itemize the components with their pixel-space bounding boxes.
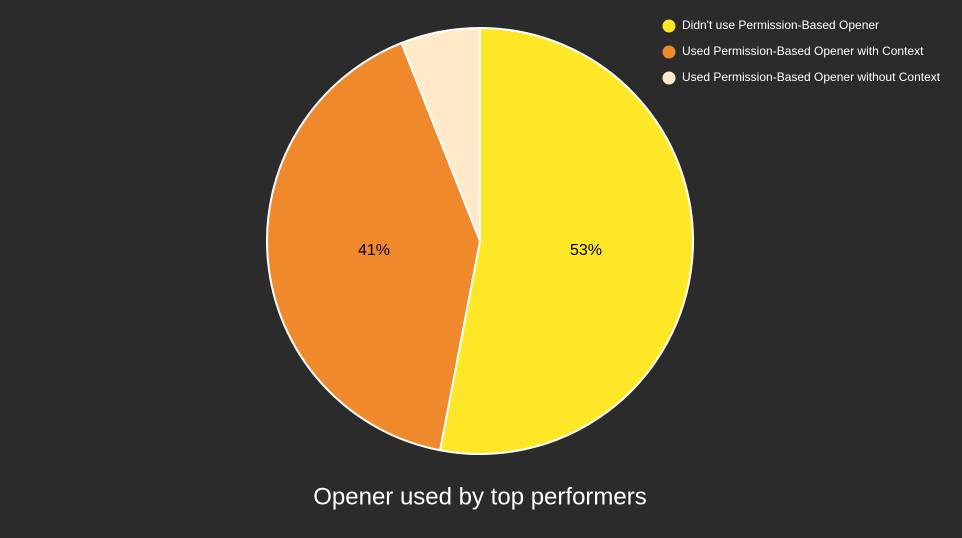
legend-marker (662, 19, 676, 33)
chart-title: Opener used by top performers (313, 483, 647, 510)
pie-slice (400, 26, 481, 242)
pie-slice (438, 26, 694, 455)
data-label: 41% (358, 242, 390, 259)
legend-label: Used Permission-Based Opener with Contex… (682, 44, 924, 58)
legend-label: Used Permission-Based Opener without Con… (682, 70, 941, 84)
legend-marker (662, 45, 676, 59)
legend-label: Didn't use Permission-Based Opener (682, 18, 879, 32)
data-label: 53% (570, 242, 602, 259)
legend-marker (662, 71, 676, 85)
pie-slice (266, 41, 482, 452)
